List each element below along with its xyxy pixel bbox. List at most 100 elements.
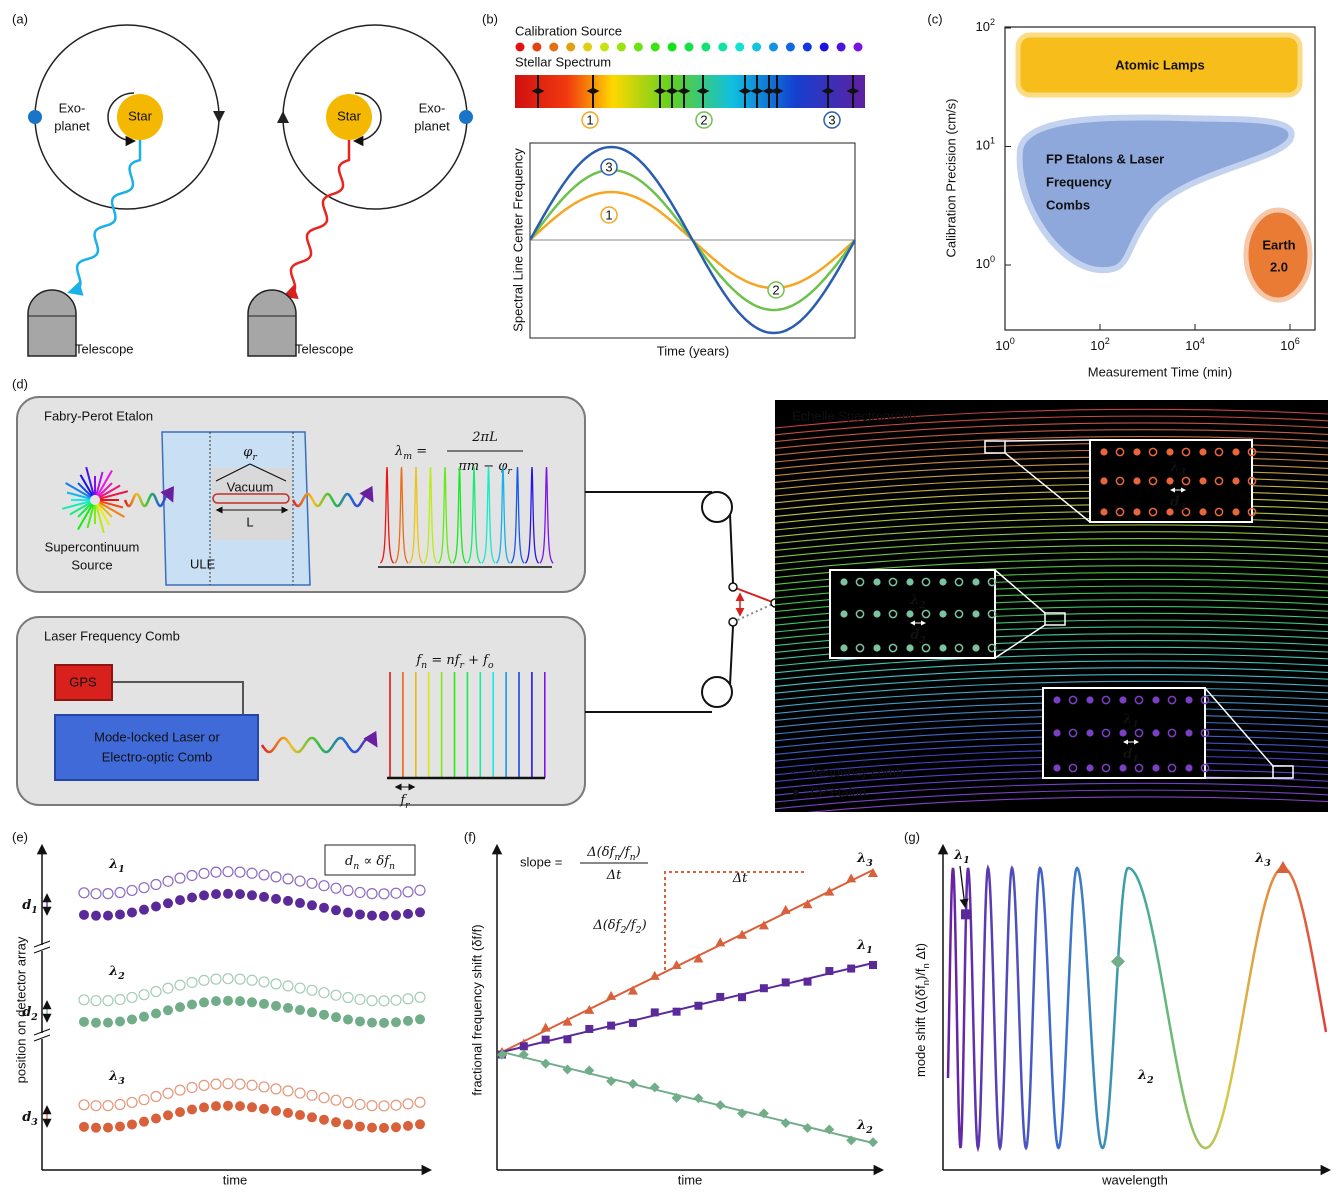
label: Earth — [1262, 237, 1295, 252]
calibration-dot — [532, 43, 541, 52]
label: wavelength — [1101, 1172, 1168, 1187]
text-part: 1 — [866, 945, 873, 956]
reference-spot — [391, 1100, 401, 1110]
shifted-spot — [271, 1106, 281, 1116]
label: Time (years) — [657, 343, 729, 358]
reference-spot — [331, 883, 341, 893]
fiber-node — [729, 618, 737, 626]
calibration-dot — [735, 43, 744, 52]
shifted-spot — [367, 911, 377, 921]
label: fractional frequency shift (δf/f) — [469, 924, 484, 1095]
shifted-spot — [307, 1007, 317, 1017]
label: Δ(δf2/f2) — [592, 918, 646, 937]
text-part: + f — [464, 653, 490, 668]
label: Spectral Line Center Frequency — [510, 148, 525, 332]
etalon-spot — [972, 610, 979, 617]
marker — [824, 887, 834, 896]
text-part: 1 — [31, 905, 38, 916]
shifted-spot — [259, 999, 269, 1009]
etalon-spot — [840, 578, 847, 585]
shifted-spot — [307, 1112, 317, 1122]
marker — [563, 1035, 571, 1043]
shifted-spot — [367, 1018, 377, 1028]
shifted-spot — [331, 1117, 341, 1127]
tick-exponent: 6 — [1295, 336, 1300, 346]
shifted-spot — [319, 1115, 329, 1125]
etalon-spot — [1152, 764, 1159, 771]
etalon-spot — [840, 644, 847, 651]
reference-spot — [247, 975, 257, 985]
text-part: 3 — [866, 858, 873, 869]
text-part: 1 — [118, 864, 125, 875]
reference-spot — [199, 975, 209, 985]
tick-exponent: 4 — [1200, 336, 1205, 346]
calibration-dot — [668, 43, 677, 52]
shifted-spot — [247, 890, 257, 900]
marker — [694, 1002, 702, 1010]
label: Telescope — [295, 341, 354, 356]
panel-label: (b) — [482, 11, 498, 26]
text-part: r — [507, 466, 512, 477]
marker — [585, 1025, 593, 1033]
text-part: λ — [856, 851, 866, 866]
panel-label: (e) — [12, 829, 28, 844]
shifted-spot — [91, 911, 101, 921]
text-part: Δt — [732, 871, 748, 886]
text-part: r — [252, 452, 257, 463]
shifted-spot — [187, 1104, 197, 1114]
reference-spot — [223, 1079, 233, 1089]
label: Exo- — [419, 100, 446, 115]
reference-spot — [139, 1095, 149, 1105]
panel-label: (g) — [904, 829, 920, 844]
text-part: 2 — [30, 1012, 38, 1023]
label: Δ(δfn/fn) — [586, 845, 640, 864]
etalon-spot — [1199, 477, 1206, 484]
shifted-spot — [307, 900, 317, 910]
panel-label: (a) — [12, 11, 28, 26]
etalon-spot — [873, 610, 880, 617]
reference-spot — [295, 876, 305, 886]
orbit-arrow — [277, 111, 289, 123]
panel-label: (f) — [464, 829, 476, 844]
shifted-spot — [343, 1120, 353, 1130]
label: λ2 — [856, 1118, 873, 1137]
etalon-spot — [1053, 696, 1060, 703]
reference-spot — [139, 990, 149, 1000]
text-part: λ — [1122, 712, 1132, 727]
reference-spot — [151, 1091, 161, 1101]
tick-base: 10 — [975, 256, 989, 271]
reference-spot — [259, 977, 269, 987]
etalon-spot — [1086, 696, 1093, 703]
reference-spot — [319, 881, 329, 891]
label: Combs — [1046, 197, 1090, 212]
figure: (a)(b)(c)(d)(e)(f)(g)StarExo-planetTeles… — [0, 0, 1338, 1194]
reference-spot — [331, 1095, 341, 1105]
text-part: d — [910, 628, 919, 643]
label: L — [246, 514, 253, 529]
shifted-spot — [415, 1119, 425, 1129]
reference-spot — [187, 977, 197, 987]
label: Frequency — [1046, 174, 1113, 189]
label: Electro-optic Comb — [102, 749, 213, 764]
shifted-spot — [391, 910, 401, 920]
calibration-dot — [651, 43, 660, 52]
text-part: λ — [108, 964, 118, 979]
reference-spot — [127, 1097, 137, 1107]
text-part: d — [1170, 495, 1179, 510]
reference-spot — [415, 885, 425, 895]
text-part: 3 — [118, 1076, 125, 1087]
shifted-spot — [103, 1123, 113, 1133]
etalon-spot — [1119, 729, 1126, 736]
calibration-dot — [752, 43, 761, 52]
reference-spot — [283, 874, 293, 884]
shifted-spot — [91, 1123, 101, 1133]
fiber — [730, 514, 733, 583]
label: FP Etalons & Laser — [1046, 151, 1164, 166]
shifted-spot — [379, 1123, 389, 1133]
shifted-spot — [283, 1108, 293, 1118]
shifted-spot — [103, 911, 113, 921]
calibration-dot — [769, 43, 778, 52]
text-part: n — [389, 861, 395, 872]
text-part: 2 — [865, 1125, 873, 1136]
tick-base: 10 — [975, 138, 989, 153]
